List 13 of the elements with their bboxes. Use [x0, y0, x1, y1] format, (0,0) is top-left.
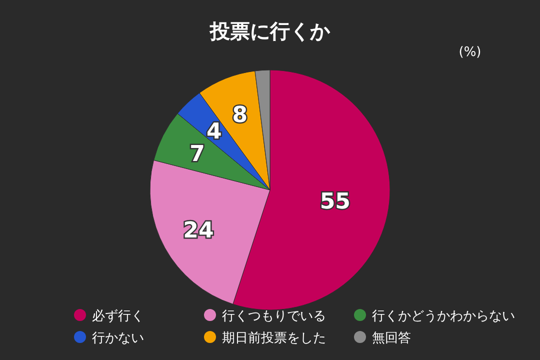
legend-label: 期日前投票をした [222, 331, 326, 346]
data-label: 4 [206, 120, 222, 145]
legend-label: 必ず行く [92, 309, 144, 324]
text: (%) [458, 45, 482, 60]
legend-label: 行くかどうかわからない [372, 309, 515, 324]
chart-title: 投票に行くか [209, 19, 331, 43]
data-label: 7 [190, 142, 205, 167]
legend-label: 行かない [92, 331, 144, 346]
data-label: 55 [320, 189, 350, 214]
data-label: 8 [232, 103, 248, 128]
legend-label: 無回答 [372, 331, 411, 346]
data-label: 24 [183, 218, 214, 244]
legend-label: 行くつもりでいる [222, 309, 326, 324]
